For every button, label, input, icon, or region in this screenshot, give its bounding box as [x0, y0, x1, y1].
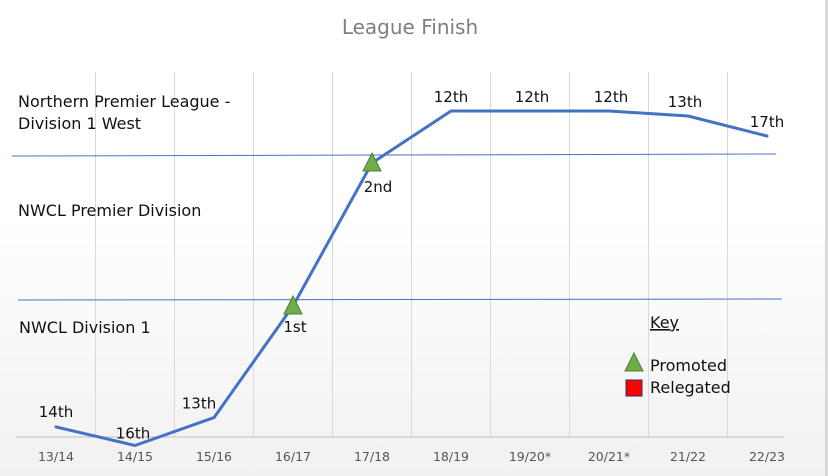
data-label: 12th	[434, 88, 468, 106]
legend-relegated-label: Relegated	[650, 378, 731, 397]
x-tick-label: 15/16	[196, 449, 232, 464]
data-label: 12th	[515, 88, 549, 106]
x-tick-label: 16/17	[275, 449, 311, 464]
x-tick-label: 22/23	[749, 449, 785, 464]
chart-frame-edge	[825, 0, 828, 476]
data-label: 14th	[39, 403, 73, 421]
division-labels: Northern Premier League - Division 1 Wes…	[18, 92, 230, 337]
data-label: 16th	[116, 425, 150, 443]
divider-line-lower	[17, 298, 783, 301]
x-tick-label: 13/14	[38, 449, 74, 464]
data-label: 13th	[668, 93, 702, 111]
legend-promoted-icon	[624, 351, 644, 372]
promoted-marker	[362, 151, 382, 172]
legend: Key Promoted Relegated	[624, 313, 731, 397]
series-league-finish	[54, 109, 769, 447]
division-label-npl-line2: Division 1 West	[18, 114, 141, 133]
x-tick-label: 18/19	[433, 449, 469, 464]
data-labels: 14th 16th 13th 1st 2nd 12th 12th 12th 13th 17th	[39, 88, 784, 443]
x-tick-label: 14/15	[117, 449, 153, 464]
data-label: 17th	[750, 113, 784, 131]
x-tick-label: 20/21*	[588, 449, 630, 464]
data-label: 1st	[283, 318, 306, 336]
division-dividers	[11, 153, 783, 301]
division-label-nwcl-division-1: NWCL Division 1	[19, 318, 151, 337]
x-tick-label: 17/18	[354, 449, 390, 464]
data-label: 13th	[182, 395, 216, 413]
x-axis-ticks: 13/14 14/15 15/16 16/17 17/18 18/19 19/20* 20/2…	[38, 449, 785, 464]
divider-line-upper	[11, 153, 777, 157]
legend-relegated-icon	[625, 379, 643, 397]
division-label-nwcl-premier: NWCL Premier Division	[18, 201, 201, 220]
data-label: 2nd	[364, 178, 393, 196]
series-line	[54, 109, 769, 447]
division-label-npl-line1: Northern Premier League -	[18, 92, 230, 111]
promotion-markers	[283, 151, 382, 315]
vertical-gridlines	[95, 72, 728, 437]
legend-title: Key	[650, 313, 679, 332]
chart-title: League Finish	[342, 15, 478, 39]
x-tick-label: 21/22	[670, 449, 706, 464]
legend-promoted-label: Promoted	[650, 356, 727, 375]
x-tick-label: 19/20*	[509, 449, 551, 464]
promoted-marker	[283, 294, 303, 315]
data-label: 12th	[594, 88, 628, 106]
